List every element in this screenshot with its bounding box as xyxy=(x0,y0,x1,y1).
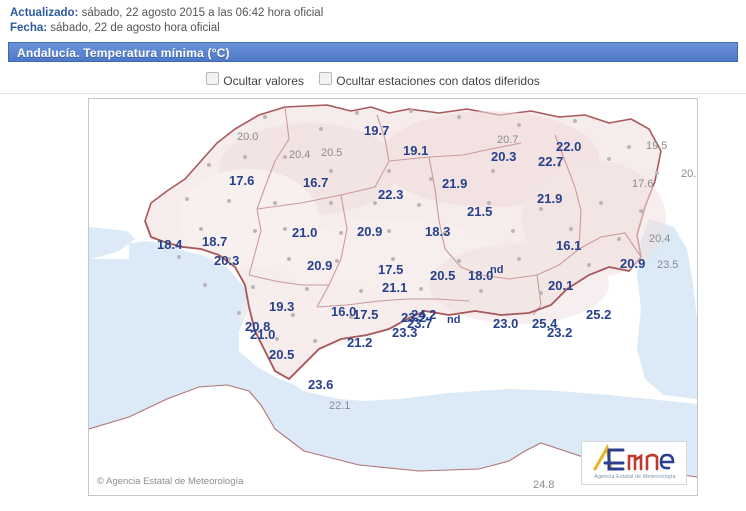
station-value-label: 20.2 xyxy=(681,168,697,180)
station-value-label: 20.5 xyxy=(321,147,343,159)
station-value-label: 17.5 xyxy=(378,262,404,277)
updated-value: sábado, 22 agosto 2015 a las 06:42 hora … xyxy=(81,7,324,19)
station-value-label: 23.7 xyxy=(407,316,433,331)
station-value-label: 20.1 xyxy=(548,278,574,293)
station-value-label: 17.5 xyxy=(353,307,379,322)
station-value-label: 23.5 xyxy=(657,259,679,271)
station-value-label: 21.1 xyxy=(382,280,408,295)
station-value-label: 19.7 xyxy=(364,123,390,138)
andalusia-map-graphic xyxy=(89,99,697,495)
station-value-label: 16.7 xyxy=(303,175,329,190)
station-value-label: 18.4 xyxy=(157,237,183,252)
station-value-label: 20.5 xyxy=(269,347,295,362)
station-value-label: 21.9 xyxy=(537,191,563,206)
date-value: sábado, 22 de agosto hora oficial xyxy=(50,22,220,34)
page-title-bar: Andalucía. Temperatura mínima (°C) xyxy=(8,42,738,62)
station-value-label: 21.0 xyxy=(250,327,276,342)
map-canvas[interactable]: 20.0 20.4 20.5 19.7 19.1 20.7 20.3 22.0 22.7 19.5… xyxy=(88,98,698,496)
header-meta: Actualizado: sábado, 22 agosto 2015 a la… xyxy=(10,6,323,36)
updated-row: Actualizado: sábado, 22 agosto 2015 a la… xyxy=(10,6,323,21)
date-label: Fecha: xyxy=(10,22,48,34)
station-value-label: 18.3 xyxy=(425,224,451,239)
station-value-label: 20.9 xyxy=(620,256,646,271)
updated-label: Actualizado: xyxy=(10,7,79,19)
station-value-label: 18.0 xyxy=(468,268,494,283)
station-value-label: 21.5 xyxy=(467,204,493,219)
station-value-label: 20.7 xyxy=(497,134,519,146)
station-value-label: 24.2 xyxy=(411,307,437,322)
aemet-logo: Agencia Estatal de Meteorología xyxy=(581,441,687,485)
hide-deferred-control[interactable]: Ocultar estaciones con datos diferidos xyxy=(319,72,540,88)
station-value-label: 25.4 xyxy=(532,316,558,331)
station-no-data-label: nd xyxy=(490,264,504,276)
station-value-label: 23.6 xyxy=(308,377,334,392)
station-value-label: 19.5 xyxy=(646,140,668,152)
station-value-label: 20.3 xyxy=(491,149,517,164)
station-value-label: 19.1 xyxy=(403,143,429,158)
aemet-logo-subtitle: Agencia Estatal de Meteorología xyxy=(594,474,676,480)
station-value-label: 20.9 xyxy=(307,258,333,273)
station-value-label: 17.6 xyxy=(229,173,255,188)
station-value-label: 23.3 xyxy=(392,325,418,340)
station-value-label: 18.7 xyxy=(202,234,228,249)
station-value-label: 17.6 xyxy=(632,178,654,190)
station-value-label: 20.0 xyxy=(237,131,259,143)
station-value-label: 20.3 xyxy=(214,253,240,268)
hide-deferred-checkbox[interactable] xyxy=(319,72,333,85)
map-copyright: © Agencia Estatal de Meteorología xyxy=(97,476,244,487)
station-value-label: 25.2 xyxy=(586,307,612,322)
station-value-label: 23.2 xyxy=(547,325,573,340)
date-row: Fecha: sábado, 22 de agosto hora oficial xyxy=(10,21,323,36)
station-value-label: 20.4 xyxy=(649,233,671,245)
map-options: Ocultar valores Ocultar estaciones con d… xyxy=(0,72,746,88)
aemet-wordmark xyxy=(582,443,688,475)
station-value-label: 22.0 xyxy=(556,139,582,154)
station-value-label: 21.9 xyxy=(442,176,468,191)
station-value-label: 23.2 xyxy=(401,310,427,325)
station-value-label: 20.9 xyxy=(357,224,383,239)
station-no-data-label: nd xyxy=(447,314,461,326)
station-value-label: 19.3 xyxy=(269,299,295,314)
hide-values-checkbox[interactable] xyxy=(206,72,220,85)
station-value-label: 16.0 xyxy=(331,304,357,319)
station-value-label: 22.3 xyxy=(378,187,404,202)
station-value-label: 22.1 xyxy=(329,400,351,412)
aemet-logo-graphic xyxy=(593,443,675,471)
station-value-label: 23.0 xyxy=(493,316,519,331)
station-value-label: 20.4 xyxy=(289,149,311,161)
page-title: Andalucía. Temperatura mínima (°C) xyxy=(17,46,230,60)
station-value-label: 21.0 xyxy=(292,225,318,240)
station-value-label: 16.1 xyxy=(556,238,582,253)
station-value-label: 24.8 xyxy=(533,479,555,491)
hide-deferred-label[interactable]: Ocultar estaciones con datos diferidos xyxy=(336,73,540,88)
hide-values-control[interactable]: Ocultar valores xyxy=(206,72,304,88)
hide-values-label[interactable]: Ocultar valores xyxy=(223,73,304,88)
station-value-label: 22.7 xyxy=(538,154,564,169)
station-value-label: 21.2 xyxy=(347,335,373,350)
station-value-label: 20.5 xyxy=(430,268,456,283)
divider xyxy=(0,93,746,94)
station-value-label: 20.8 xyxy=(245,319,271,334)
